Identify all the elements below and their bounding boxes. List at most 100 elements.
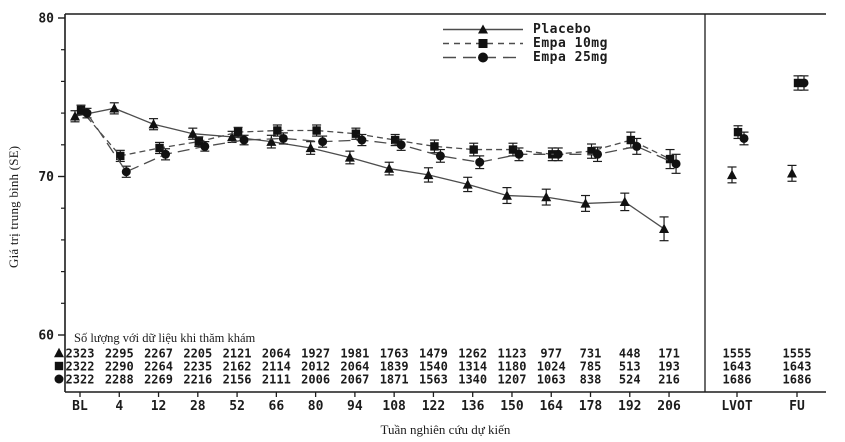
x-tick-label: LVOT bbox=[721, 399, 752, 414]
count-cell: 2323 bbox=[66, 347, 95, 361]
count-cell: 2290 bbox=[105, 360, 134, 374]
count-cell: 1643 bbox=[783, 360, 812, 374]
count-cell: 977 bbox=[540, 347, 562, 361]
count-cell: 1340 bbox=[458, 373, 487, 387]
counts-row-marker-circle bbox=[54, 374, 64, 384]
count-cell: 2322 bbox=[66, 373, 95, 387]
data-point-triangle bbox=[787, 168, 797, 178]
data-point-circle bbox=[632, 141, 642, 151]
data-point-triangle bbox=[619, 196, 630, 207]
count-cell: 2064 bbox=[262, 347, 291, 361]
count-cell: 1180 bbox=[498, 360, 527, 374]
count-cell: 1686 bbox=[723, 373, 752, 387]
data-point-circle bbox=[161, 149, 171, 159]
count-cell: 2012 bbox=[301, 360, 330, 374]
count-cell: 524 bbox=[619, 373, 641, 387]
data-point-triangle bbox=[580, 198, 591, 208]
data-point-triangle bbox=[659, 223, 670, 234]
data-point-circle bbox=[318, 137, 328, 147]
chart-legend: Placebo Empa 10mg Empa 25mg bbox=[443, 23, 608, 64]
y-axis-title: Giá trị trung bình (SE) bbox=[6, 145, 21, 268]
data-point-triangle bbox=[70, 111, 80, 121]
data-point-square bbox=[312, 126, 321, 135]
count-cell: 2205 bbox=[183, 347, 212, 361]
count-cell: 513 bbox=[619, 360, 641, 374]
x-tick-label: 4 bbox=[115, 399, 123, 414]
data-point-triangle bbox=[727, 169, 737, 180]
data-point-square bbox=[733, 127, 743, 137]
data-point-square bbox=[233, 127, 243, 137]
data-point-circle bbox=[671, 159, 681, 169]
legend-label-placebo: Placebo bbox=[533, 22, 592, 37]
count-cell: 785 bbox=[580, 360, 602, 374]
data-point-square bbox=[430, 142, 439, 151]
data-point-triangle bbox=[305, 142, 316, 153]
data-point-square bbox=[508, 145, 518, 154]
count-cell: 1927 bbox=[301, 347, 330, 361]
counts-row-marker-triangle bbox=[54, 347, 64, 358]
count-cell: 838 bbox=[580, 373, 602, 387]
count-cell: 1024 bbox=[537, 360, 566, 374]
x-tick-label: 206 bbox=[657, 399, 681, 414]
data-point-square bbox=[793, 78, 803, 88]
count-cell: 2288 bbox=[105, 373, 134, 387]
count-cell: 1763 bbox=[380, 347, 409, 361]
count-cell: 1563 bbox=[419, 373, 448, 387]
counts-table-header: Số lượng với dữ liệu khi thăm khám bbox=[74, 331, 256, 345]
count-cell: 1686 bbox=[783, 373, 812, 387]
x-tick-label: 122 bbox=[422, 399, 445, 414]
count-cell: 448 bbox=[619, 347, 641, 361]
data-point-triangle bbox=[501, 190, 512, 200]
count-cell: 1643 bbox=[723, 360, 752, 374]
legend-row-empa25: Empa 25mg bbox=[443, 51, 608, 64]
count-cell: 731 bbox=[580, 347, 602, 361]
data-point-circle bbox=[200, 141, 210, 151]
count-cell: 2114 bbox=[262, 360, 291, 374]
count-cell: 2216 bbox=[183, 373, 212, 387]
count-cell: 1123 bbox=[498, 347, 527, 361]
data-point-circle bbox=[739, 133, 749, 143]
count-cell: 1555 bbox=[723, 347, 752, 361]
x-tick-label: 12 bbox=[151, 399, 167, 414]
count-cell: 2067 bbox=[340, 373, 369, 387]
count-cell: 2322 bbox=[66, 360, 95, 374]
x-tick-label: 80 bbox=[308, 399, 324, 414]
count-cell: 1314 bbox=[458, 360, 487, 374]
x-tick-label: 136 bbox=[461, 399, 485, 414]
counts-row-marker-square bbox=[54, 361, 64, 371]
data-point-triangle bbox=[187, 128, 198, 138]
count-cell: 1839 bbox=[380, 360, 409, 374]
data-point-circle bbox=[396, 140, 406, 150]
data-point-circle bbox=[553, 149, 563, 159]
legend-row-placebo: Placebo bbox=[443, 23, 608, 36]
count-cell: 2156 bbox=[223, 373, 252, 387]
count-cell: 2006 bbox=[301, 373, 330, 387]
data-point-square bbox=[194, 137, 204, 146]
count-cell: 2064 bbox=[340, 360, 369, 374]
data-point-square bbox=[390, 135, 400, 145]
x-tick-label: 150 bbox=[500, 399, 524, 414]
count-cell: 2235 bbox=[183, 360, 212, 374]
x-axis-title: Tuần nghiên cứu dự kiến bbox=[380, 422, 511, 437]
data-point-square bbox=[626, 135, 635, 145]
count-cell: 193 bbox=[658, 360, 680, 374]
data-point-square bbox=[469, 145, 478, 154]
count-cell: 1555 bbox=[783, 347, 812, 361]
y-tick-label: 80 bbox=[38, 12, 54, 27]
data-point-circle bbox=[475, 157, 485, 167]
placebo-line-marker-icon bbox=[443, 24, 523, 34]
data-point-triangle bbox=[109, 103, 120, 113]
data-point-circle bbox=[239, 135, 249, 145]
x-tick-label: 28 bbox=[190, 399, 206, 414]
empa25-line-marker-icon bbox=[443, 52, 523, 63]
data-point-square bbox=[273, 126, 282, 135]
count-cell: 2121 bbox=[223, 347, 252, 361]
count-cell: 2264 bbox=[144, 360, 173, 374]
x-tick-label: 192 bbox=[618, 399, 641, 414]
data-point-triangle bbox=[423, 169, 434, 180]
count-cell: 216 bbox=[658, 373, 680, 387]
x-tick-label: 66 bbox=[269, 399, 285, 414]
legend-label-empa25: Empa 25mg bbox=[533, 50, 608, 65]
x-tick-label: BL bbox=[72, 399, 88, 414]
